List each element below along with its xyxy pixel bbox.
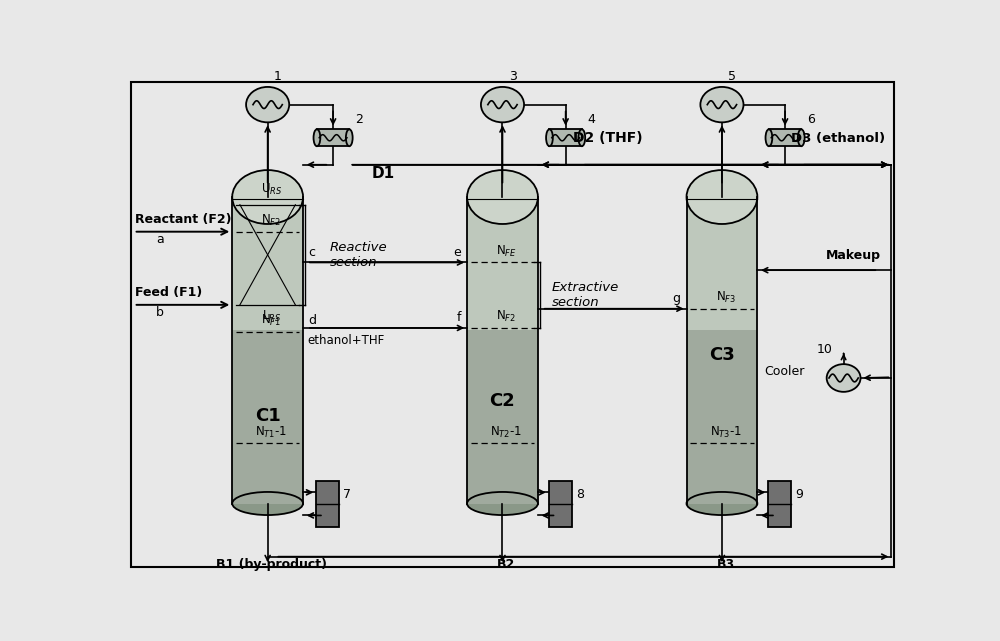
Bar	[549, 481, 572, 527]
Text: N$_{F3}$: N$_{F3}$	[716, 290, 736, 305]
Text: c: c	[308, 246, 315, 258]
Text: N$_{F2}$: N$_{F2}$	[496, 309, 516, 324]
Ellipse shape	[687, 170, 757, 224]
Bar	[467, 329, 538, 503]
Text: ethanol+THF: ethanol+THF	[307, 334, 384, 347]
Text: 10: 10	[816, 344, 832, 356]
Bar	[769, 129, 801, 146]
Text: Makeup: Makeup	[826, 249, 881, 263]
Ellipse shape	[314, 129, 320, 146]
Bar	[232, 329, 303, 503]
Text: N$_{T3}$-1: N$_{T3}$-1	[710, 424, 742, 440]
Bar	[687, 197, 757, 329]
Text: 3: 3	[509, 70, 517, 83]
Ellipse shape	[578, 129, 585, 146]
Text: Feed (F1): Feed (F1)	[135, 286, 202, 299]
Text: U$_{RS}$: U$_{RS}$	[261, 182, 282, 197]
Text: Reactant (F2): Reactant (F2)	[135, 213, 232, 226]
Ellipse shape	[346, 129, 353, 146]
Text: f: f	[456, 311, 461, 324]
Text: 6: 6	[807, 113, 815, 126]
Text: d: d	[308, 314, 316, 327]
Text: g: g	[672, 292, 680, 305]
Text: C2: C2	[490, 392, 515, 410]
Ellipse shape	[687, 492, 757, 515]
Ellipse shape	[481, 87, 524, 122]
Bar	[467, 197, 538, 329]
Bar	[317, 129, 349, 146]
Text: Reactive
section: Reactive section	[330, 241, 388, 269]
Ellipse shape	[467, 170, 538, 224]
Text: B1 (by-product): B1 (by-product)	[216, 558, 327, 571]
Text: B2: B2	[497, 558, 515, 571]
Ellipse shape	[546, 129, 553, 146]
Bar	[549, 129, 582, 146]
Text: 7: 7	[343, 488, 351, 501]
Text: b: b	[156, 306, 164, 319]
Text: a: a	[156, 233, 164, 246]
Text: N$_{T1}$-1: N$_{T1}$-1	[255, 424, 288, 440]
Text: C3: C3	[709, 346, 735, 364]
Text: 1: 1	[274, 70, 282, 83]
Ellipse shape	[798, 129, 805, 146]
Text: N$_{F1}$: N$_{F1}$	[261, 313, 282, 328]
Text: 2: 2	[355, 113, 363, 126]
Ellipse shape	[467, 492, 538, 515]
Text: D3 (ethanol): D3 (ethanol)	[791, 133, 885, 146]
Text: 5: 5	[728, 70, 736, 83]
Bar	[232, 197, 303, 329]
Ellipse shape	[827, 364, 861, 392]
Text: Extractive
section: Extractive section	[552, 281, 619, 309]
Ellipse shape	[700, 87, 744, 122]
Text: N$_{T2}$-1: N$_{T2}$-1	[490, 424, 522, 440]
Ellipse shape	[766, 129, 772, 146]
Text: L$_{RS}$: L$_{RS}$	[262, 309, 281, 324]
Bar	[316, 481, 339, 527]
Text: C1: C1	[255, 408, 281, 426]
Text: N$_{F2}$: N$_{F2}$	[261, 213, 282, 228]
Ellipse shape	[232, 492, 303, 515]
Ellipse shape	[246, 87, 289, 122]
Bar	[768, 481, 791, 527]
Text: N$_{FE}$: N$_{FE}$	[496, 244, 517, 258]
Text: 4: 4	[587, 113, 595, 126]
Text: B3: B3	[717, 558, 735, 571]
Text: e: e	[453, 246, 461, 258]
Text: 8: 8	[576, 488, 584, 501]
Bar	[687, 329, 757, 503]
Text: D1: D1	[372, 167, 395, 181]
Text: Cooler: Cooler	[765, 365, 805, 378]
Text: D2 (THF): D2 (THF)	[573, 131, 643, 146]
Ellipse shape	[232, 170, 303, 224]
Text: 9: 9	[795, 488, 803, 501]
